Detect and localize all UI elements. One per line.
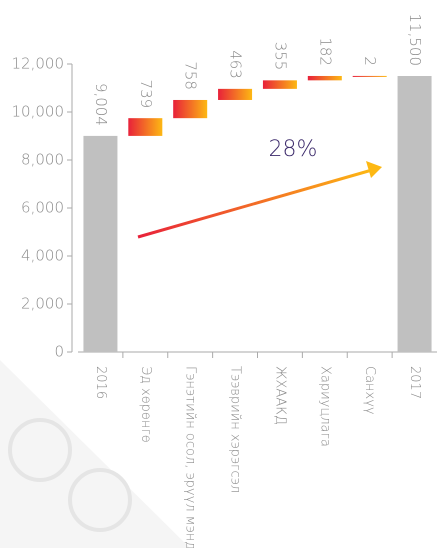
increase-bar: [218, 88, 253, 100]
x-tick-label: Хариуцлага: [317, 366, 332, 447]
value-label: 182: [316, 37, 334, 66]
arrow-head: [366, 161, 382, 178]
increase-bar: [307, 75, 342, 81]
x-tick-label: Эд хөрөнгө: [138, 366, 153, 443]
increase-bar: [352, 75, 387, 77]
y-tick-label: 6,000: [21, 199, 64, 217]
value-label: 758: [182, 61, 200, 90]
y-tick-label: 4,000: [21, 247, 64, 265]
y-tick-label: 2,000: [21, 295, 64, 313]
x-tick-label: ЖХААКД: [272, 366, 287, 425]
y-tick-label: 8,000: [21, 151, 64, 169]
total-bar: [397, 76, 432, 352]
x-tick-label: 2017: [407, 366, 422, 399]
x-tick-label: Санхүү: [362, 366, 377, 415]
increase-bar: [128, 118, 163, 136]
x-tick-label: 2016: [93, 366, 108, 399]
x-tick-label: Гэнэтийн осол, эрүүл мэнд: [183, 366, 198, 548]
value-label: 2: [361, 56, 379, 66]
annotation: 28%: [269, 137, 318, 162]
y-tick-label: 12,000: [12, 55, 65, 73]
value-label: 463: [227, 50, 245, 79]
value-label: 9,004: [92, 83, 110, 126]
decor-pattern: [0, 360, 190, 548]
arrow-shaft: [137, 168, 373, 239]
value-label: 355: [271, 42, 289, 71]
value-label: 11,500: [406, 14, 424, 67]
y-tick-label: 10,000: [12, 103, 65, 121]
total-bar: [83, 135, 118, 352]
x-tick-label: Тээврийн хэрэгсэл: [228, 366, 243, 493]
y-tick-label: 0: [54, 343, 64, 361]
increase-bar: [173, 99, 208, 119]
value-label: 739: [137, 80, 155, 109]
increase-bar: [262, 80, 297, 89]
